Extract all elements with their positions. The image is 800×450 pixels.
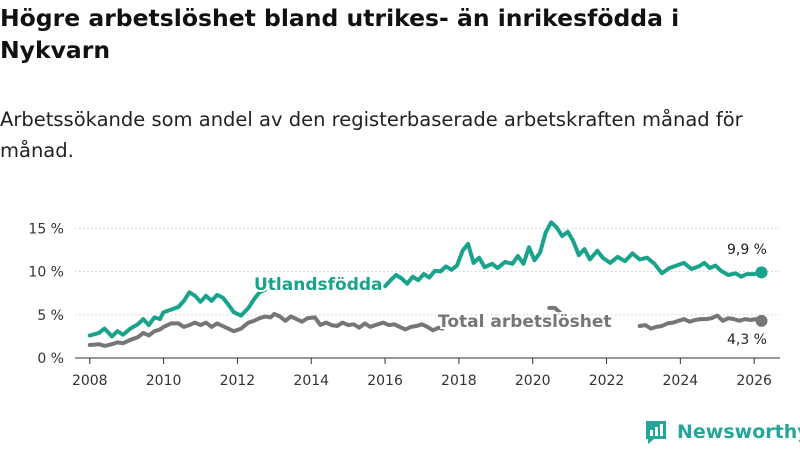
y-tick-label: 0 %	[37, 351, 64, 367]
x-tick-label: 2022	[589, 373, 625, 389]
x-tick-label: 2020	[515, 373, 551, 389]
line-chart: 0 % 5 % 10 % 15 % 2008 2010 2012 2014 2016 2018 20…	[28, 220, 780, 389]
end-point-marker	[755, 314, 768, 327]
end-label-total: 4,3 %	[727, 332, 767, 348]
x-tick-label: 2016	[367, 373, 403, 389]
series-labels: Utlandsfödda Total arbetslöshet 9,9 % 4,3 %	[252, 242, 767, 348]
y-tick-label: 5 %	[37, 308, 64, 324]
end-label-utlandsfodda: 9,9 %	[727, 242, 767, 258]
series-label-total: Total arbetslöshet	[438, 312, 612, 332]
newsworthy-logo[interactable]: Newsworthy	[644, 419, 800, 445]
x-tick-label: 2012	[220, 373, 256, 389]
x-tick-label: 2008	[72, 373, 108, 389]
series-label-utlandsfodda: Utlandsfödda	[254, 275, 383, 295]
axes: 0 % 5 % 10 % 15 % 2008 2010 2012 2014 2016 2018 20…	[28, 221, 780, 389]
y-tick-label: 10 %	[28, 265, 64, 281]
x-tick-label: 2018	[441, 373, 477, 389]
end-point-marker	[755, 266, 768, 279]
brand-name: Newsworthy	[677, 421, 800, 443]
y-tick-label: 15 %	[28, 221, 64, 237]
x-tick-label: 2010	[146, 373, 182, 389]
series-line-utlandsfodda	[383, 220, 764, 289]
newsworthy-logo-icon	[646, 421, 666, 444]
chart-title: Högre arbetslöshet bland utrikes- än inr…	[0, 4, 680, 64]
chart-subtitle: Arbetssökande som andel av den registerb…	[0, 108, 743, 162]
x-tick-label: 2026	[736, 373, 772, 389]
x-tick-label: 2014	[293, 373, 329, 389]
series-line-total	[87, 311, 445, 348]
grid-lines	[75, 227, 780, 316]
series-line-total	[547, 305, 563, 315]
series-line-utlandsfodda	[87, 287, 268, 339]
series-line-total	[637, 313, 764, 331]
x-tick-label: 2024	[663, 373, 699, 389]
series-lines	[87, 220, 768, 348]
